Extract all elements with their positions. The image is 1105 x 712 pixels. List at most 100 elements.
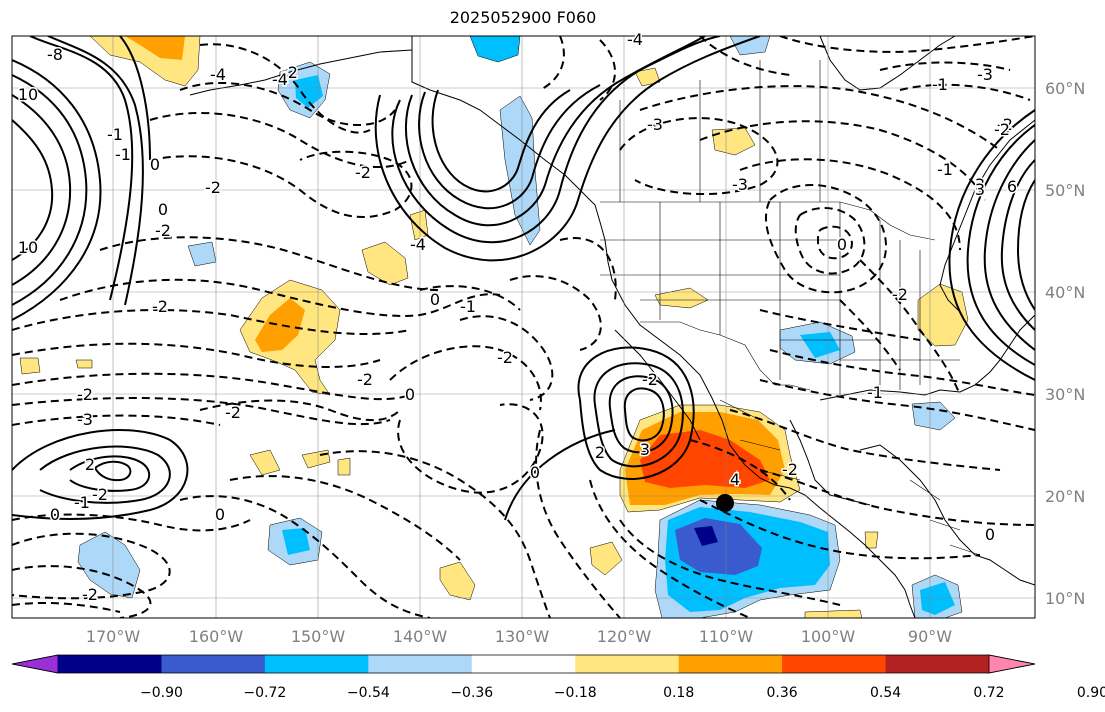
colorbar-segment bbox=[678, 655, 783, 673]
contour-label: 4 bbox=[730, 470, 740, 489]
lon-label-160w: 160°W bbox=[189, 627, 244, 646]
lon-label-170w: 170°W bbox=[86, 627, 141, 646]
contour-line bbox=[879, 61, 1011, 71]
contour-line bbox=[94, 460, 132, 482]
north-america-coast bbox=[411, 36, 916, 618]
contour-line bbox=[59, 278, 501, 317]
contour-line bbox=[779, 36, 1035, 53]
contour-label: -2 bbox=[497, 348, 513, 367]
colorbar-tick-label: −0.18 bbox=[554, 685, 597, 701]
contour-label: -2 bbox=[205, 178, 221, 197]
colorbar-segment bbox=[575, 655, 680, 673]
contour-line bbox=[759, 309, 921, 341]
contour-label: 2 bbox=[85, 455, 95, 474]
colorbar-tick-label: 0.72 bbox=[973, 685, 1004, 701]
colorbar-tick-label: 0.90 bbox=[1077, 685, 1105, 701]
lon-label-110w: 110°W bbox=[699, 627, 754, 646]
contour-line bbox=[404, 36, 706, 227]
shade-negative bbox=[920, 582, 955, 615]
east-coast bbox=[939, 119, 1035, 313]
contour-line bbox=[47, 36, 144, 306]
contour-label: -1 bbox=[460, 297, 476, 316]
contour-label: 0 bbox=[215, 505, 225, 524]
contour-line bbox=[769, 349, 1035, 396]
contour-label: -4 bbox=[410, 235, 426, 254]
colorbar-tick-label: −0.90 bbox=[140, 685, 183, 701]
lat-label-50n: 50°N bbox=[1045, 181, 1085, 200]
contour-label: -2 bbox=[355, 163, 371, 182]
colorbar-tick-label: −0.54 bbox=[347, 685, 390, 701]
shade-positive bbox=[589, 541, 623, 576]
contour-line bbox=[839, 299, 901, 371]
contour-line bbox=[619, 117, 779, 196]
contour-line bbox=[966, 124, 1035, 366]
shade-positive bbox=[654, 287, 709, 309]
contour-label: 3 bbox=[975, 175, 985, 194]
contour-label: -2 bbox=[77, 385, 93, 404]
contour-label: 10 bbox=[18, 238, 38, 257]
contour-label: 0 bbox=[985, 525, 995, 544]
contour-label: -4 bbox=[272, 70, 288, 89]
contour-line bbox=[99, 236, 441, 291]
contour-line bbox=[948, 109, 1035, 381]
state-lines-1 bbox=[600, 202, 880, 395]
colorbar-tick-label: 0.36 bbox=[767, 685, 798, 701]
contour-line bbox=[589, 479, 751, 618]
contour-line bbox=[689, 439, 791, 501]
contour-line bbox=[699, 120, 986, 201]
contour-label: 6 bbox=[1007, 177, 1017, 196]
contour-line bbox=[539, 36, 565, 91]
contour-line bbox=[179, 495, 431, 618]
contour-label: 10 bbox=[18, 85, 38, 104]
gridlines bbox=[12, 36, 1035, 618]
contour-line bbox=[12, 565, 152, 618]
longitude-labels: 170°W 160°W 150°W 140°W 130°W 120°W 110°… bbox=[86, 627, 952, 646]
shade-negative bbox=[282, 528, 310, 555]
state-lines-2 bbox=[840, 220, 960, 395]
contour-line bbox=[12, 414, 221, 426]
contour-label: 3 bbox=[640, 440, 650, 459]
contour-label: -1 bbox=[867, 383, 883, 402]
contour-line bbox=[12, 513, 251, 532]
contour-line bbox=[729, 409, 1001, 471]
shade-positive bbox=[640, 430, 770, 488]
contour-line bbox=[504, 429, 616, 521]
contour-label: -2 bbox=[92, 485, 108, 504]
contour-line bbox=[12, 532, 171, 600]
contour-line bbox=[608, 375, 674, 454]
contour-label: 0 bbox=[405, 385, 415, 404]
lat-label-10n: 10°N bbox=[1045, 589, 1085, 608]
contour-label: -3 bbox=[732, 175, 748, 194]
map-frame bbox=[11, 35, 1036, 619]
contour-line bbox=[419, 285, 521, 311]
contour-line bbox=[459, 315, 554, 401]
contour-label: 3 bbox=[975, 180, 985, 199]
gulf-coast bbox=[819, 314, 1035, 401]
contour-line bbox=[593, 362, 684, 468]
contour-label: 0 bbox=[530, 463, 540, 482]
contour-line bbox=[535, 429, 621, 618]
alaska-coast bbox=[189, 49, 413, 96]
shade-negative bbox=[694, 526, 718, 546]
shade-positive bbox=[804, 609, 863, 618]
colorbar-tick-label: 0.54 bbox=[870, 685, 901, 701]
contour-line bbox=[149, 111, 411, 169]
contour-line bbox=[1016, 179, 1035, 311]
contour-label: -2 bbox=[82, 585, 98, 604]
shade-positive bbox=[634, 67, 661, 87]
contour-line bbox=[397, 403, 544, 494]
lat-label-60n: 60°N bbox=[1045, 79, 1085, 98]
contour-label: 0 bbox=[430, 290, 440, 309]
contour-label: 0 bbox=[837, 235, 847, 254]
contour-line bbox=[389, 345, 542, 411]
colorbar-segment bbox=[161, 655, 266, 673]
lat-label-30n: 30°N bbox=[1045, 385, 1085, 404]
colorbar-segment bbox=[782, 655, 887, 673]
contour-label: -2 bbox=[642, 370, 658, 389]
contour-line bbox=[119, 36, 151, 161]
lon-label-130w: 130°W bbox=[495, 627, 550, 646]
shade-positive bbox=[125, 36, 185, 60]
contour-line bbox=[39, 445, 171, 504]
contour-line bbox=[983, 139, 1035, 351]
contour-label: -3 bbox=[977, 65, 993, 84]
